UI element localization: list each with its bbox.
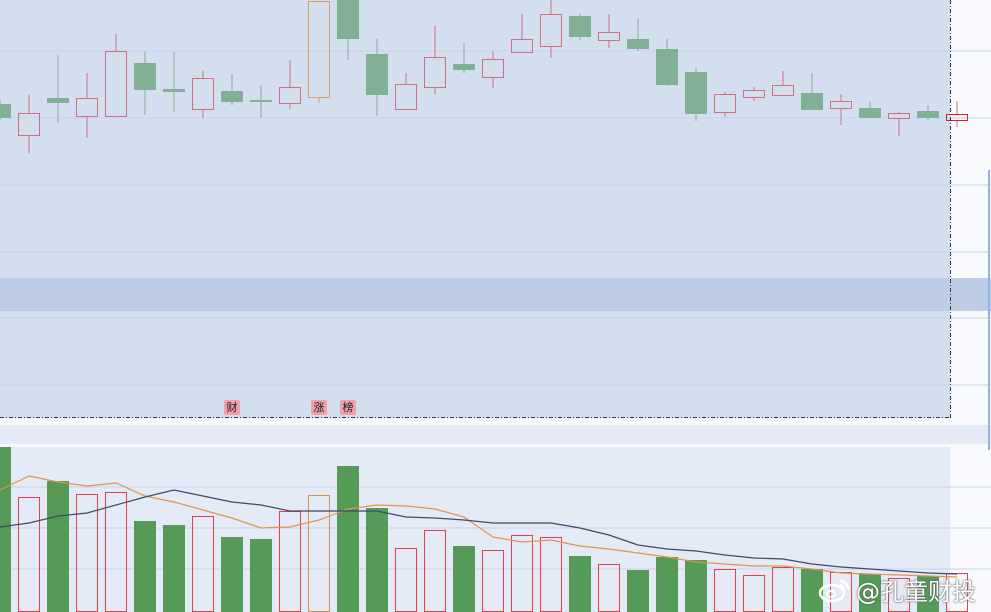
candle-body xyxy=(0,104,11,118)
volume-bar xyxy=(0,447,11,612)
candle xyxy=(337,0,359,60)
candle xyxy=(598,14,620,48)
candle-body xyxy=(47,98,69,103)
candle xyxy=(627,18,649,51)
volume-bar xyxy=(917,576,939,612)
candle-body xyxy=(482,59,504,78)
candle xyxy=(453,43,475,73)
volume-ma-short-line xyxy=(0,475,958,578)
event-marker[interactable]: 涨 xyxy=(311,400,327,415)
candle-body xyxy=(192,78,214,110)
candle xyxy=(395,73,417,110)
watermark-text: @孔童财投 xyxy=(856,578,976,606)
candle xyxy=(540,0,562,58)
candle-body xyxy=(772,85,794,96)
candle-body xyxy=(250,100,272,102)
candle xyxy=(424,26,446,94)
candle xyxy=(163,52,185,112)
candle-body xyxy=(453,64,475,70)
price-panel-bg xyxy=(0,0,950,418)
volume-bar xyxy=(656,557,678,612)
candle xyxy=(18,95,40,153)
candle xyxy=(47,55,69,123)
volume-bar xyxy=(627,570,649,612)
candle xyxy=(888,112,910,136)
candle-body xyxy=(76,98,98,117)
candle-body xyxy=(569,16,591,37)
weibo-icon xyxy=(818,579,850,602)
candle-body xyxy=(424,57,446,88)
candle xyxy=(366,39,388,116)
volume-bar xyxy=(453,546,475,612)
candle-body xyxy=(308,1,330,98)
candle-body xyxy=(685,72,707,114)
candle xyxy=(0,100,11,120)
candle xyxy=(569,14,591,40)
candle xyxy=(743,87,765,101)
candle-body xyxy=(888,113,910,119)
candle xyxy=(946,101,968,127)
candle xyxy=(105,34,127,117)
candle xyxy=(308,1,330,103)
candle-body xyxy=(946,114,968,121)
volume-bar xyxy=(47,481,69,612)
candle-body xyxy=(105,51,127,117)
candle xyxy=(917,105,939,120)
candle xyxy=(279,60,301,109)
candle-body xyxy=(163,89,185,92)
candle xyxy=(830,94,852,125)
candle xyxy=(482,51,504,88)
candle xyxy=(221,74,243,105)
candle xyxy=(250,85,272,118)
volume-bar xyxy=(250,539,272,612)
candle-body xyxy=(221,91,243,102)
candle-body xyxy=(627,39,649,49)
volume-bar xyxy=(685,560,707,612)
highlight-band xyxy=(0,278,991,311)
candle-body xyxy=(598,32,620,41)
candle-body xyxy=(801,93,823,110)
candle-body xyxy=(337,0,359,39)
panel-separator xyxy=(0,425,991,444)
candle xyxy=(192,71,214,118)
volume-bar xyxy=(569,556,591,612)
volume-bar xyxy=(366,508,388,612)
candle-body xyxy=(279,87,301,104)
candle xyxy=(134,51,156,115)
candle-body xyxy=(656,49,678,85)
volume-bar xyxy=(134,521,156,612)
event-marker[interactable]: 财 xyxy=(224,400,240,415)
candle-body xyxy=(714,94,736,113)
candle-body xyxy=(134,63,156,90)
volume-bar xyxy=(801,569,823,612)
candle-body xyxy=(830,101,852,109)
candle xyxy=(772,71,794,96)
volume-bar xyxy=(221,537,243,612)
candle-body xyxy=(540,14,562,47)
candle-body xyxy=(743,90,765,98)
volume-ma-long-line xyxy=(0,489,958,575)
candle-body xyxy=(511,39,533,53)
candle xyxy=(859,102,881,118)
candle xyxy=(714,92,736,117)
candle xyxy=(685,68,707,121)
event-marker[interactable]: 榜 xyxy=(340,400,356,415)
candle-body xyxy=(18,113,40,136)
volume-bar xyxy=(163,525,185,612)
watermark: @孔童财投 xyxy=(818,572,976,607)
volume-bar xyxy=(337,466,359,612)
candle-body xyxy=(859,108,881,118)
candle xyxy=(511,14,533,53)
candle xyxy=(656,39,678,86)
candle xyxy=(76,73,98,138)
candle xyxy=(801,73,823,110)
candle-body xyxy=(366,54,388,95)
candle-body xyxy=(395,84,417,110)
volume-bar xyxy=(859,574,881,612)
candle-body xyxy=(917,111,939,118)
